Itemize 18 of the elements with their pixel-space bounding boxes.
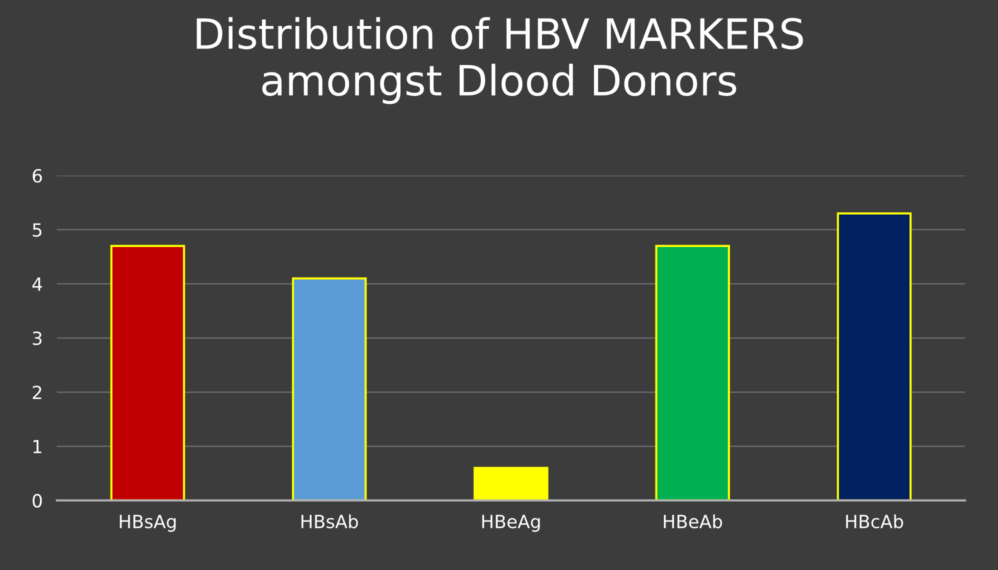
x-tick-label: HBsAb — [302, 514, 358, 528]
x-tick-label: HBeAg — [482, 514, 540, 532]
x-tick-label: HBeAb — [664, 514, 722, 528]
x-tick-label: HBcAb — [846, 514, 904, 528]
y-tick-label: 2 — [32, 386, 42, 400]
bar — [836, 212, 912, 500]
y-tick-label: 3 — [32, 331, 42, 346]
y-tick-label: 5 — [32, 223, 42, 237]
chart-title: Distribution of HBV MARKERS amongst Dlood Donors — [196, 17, 803, 104]
bar — [474, 466, 548, 500]
y-tick-label: 4 — [32, 278, 42, 291]
bar — [110, 244, 186, 500]
y-tick-label: 6 — [32, 169, 42, 183]
y-tick-label: 0 — [32, 494, 42, 508]
y-tick-label: 1 — [33, 440, 42, 454]
bar — [292, 277, 367, 500]
x-tick-label: HBsAg — [120, 514, 176, 532]
bar — [655, 244, 730, 500]
